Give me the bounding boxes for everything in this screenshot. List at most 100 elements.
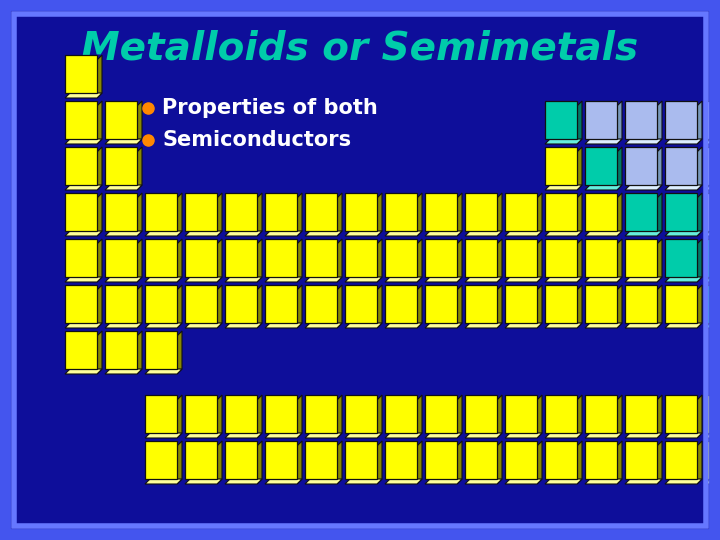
Bar bbox=[305, 285, 337, 323]
Text: Metalloids or Semimetals: Metalloids or Semimetals bbox=[81, 29, 639, 67]
Polygon shape bbox=[305, 433, 342, 438]
Bar bbox=[705, 395, 720, 433]
Polygon shape bbox=[585, 479, 622, 484]
Polygon shape bbox=[697, 441, 702, 484]
Polygon shape bbox=[257, 441, 262, 484]
Bar bbox=[105, 331, 137, 369]
Bar bbox=[665, 441, 697, 479]
Polygon shape bbox=[665, 479, 702, 484]
Bar bbox=[505, 441, 537, 479]
Polygon shape bbox=[497, 193, 502, 236]
Polygon shape bbox=[705, 479, 720, 484]
Bar bbox=[585, 395, 617, 433]
Polygon shape bbox=[425, 433, 462, 438]
Bar bbox=[505, 285, 537, 323]
Polygon shape bbox=[657, 441, 662, 484]
Polygon shape bbox=[537, 239, 542, 282]
Polygon shape bbox=[497, 285, 502, 328]
Polygon shape bbox=[145, 277, 182, 282]
Polygon shape bbox=[97, 193, 102, 236]
Polygon shape bbox=[297, 395, 302, 438]
Polygon shape bbox=[345, 433, 382, 438]
Polygon shape bbox=[217, 395, 222, 438]
Bar bbox=[665, 193, 697, 231]
Bar bbox=[345, 239, 377, 277]
Bar bbox=[305, 441, 337, 479]
Polygon shape bbox=[105, 231, 142, 236]
Polygon shape bbox=[385, 323, 422, 328]
Bar bbox=[305, 395, 337, 433]
Polygon shape bbox=[225, 323, 262, 328]
Polygon shape bbox=[305, 479, 342, 484]
Polygon shape bbox=[625, 185, 662, 190]
Polygon shape bbox=[145, 323, 182, 328]
Polygon shape bbox=[217, 441, 222, 484]
Polygon shape bbox=[377, 239, 382, 282]
Polygon shape bbox=[65, 185, 102, 190]
Bar bbox=[465, 441, 497, 479]
Polygon shape bbox=[385, 479, 422, 484]
Bar bbox=[145, 193, 177, 231]
Polygon shape bbox=[97, 147, 102, 190]
Polygon shape bbox=[177, 239, 182, 282]
Bar bbox=[425, 193, 457, 231]
Polygon shape bbox=[417, 441, 422, 484]
Polygon shape bbox=[137, 239, 142, 282]
Polygon shape bbox=[145, 433, 182, 438]
Polygon shape bbox=[297, 285, 302, 328]
Polygon shape bbox=[417, 193, 422, 236]
Bar bbox=[505, 239, 537, 277]
Bar bbox=[385, 239, 417, 277]
Bar bbox=[185, 239, 217, 277]
Polygon shape bbox=[265, 231, 302, 236]
Bar bbox=[185, 395, 217, 433]
Bar bbox=[505, 395, 537, 433]
Polygon shape bbox=[545, 139, 582, 144]
Bar bbox=[625, 101, 657, 139]
Polygon shape bbox=[665, 231, 702, 236]
Bar bbox=[305, 239, 337, 277]
Polygon shape bbox=[465, 231, 502, 236]
Polygon shape bbox=[625, 277, 662, 282]
Polygon shape bbox=[705, 231, 720, 236]
Bar bbox=[225, 441, 257, 479]
Polygon shape bbox=[457, 395, 462, 438]
Bar bbox=[545, 239, 577, 277]
Polygon shape bbox=[417, 395, 422, 438]
Bar bbox=[225, 395, 257, 433]
Polygon shape bbox=[185, 323, 222, 328]
Bar bbox=[345, 441, 377, 479]
Polygon shape bbox=[257, 239, 262, 282]
Polygon shape bbox=[305, 277, 342, 282]
Bar bbox=[305, 193, 337, 231]
Bar bbox=[145, 285, 177, 323]
Bar bbox=[545, 441, 577, 479]
Polygon shape bbox=[345, 479, 382, 484]
Bar bbox=[585, 441, 617, 479]
Polygon shape bbox=[625, 231, 662, 236]
Polygon shape bbox=[217, 239, 222, 282]
Bar bbox=[705, 441, 720, 479]
Polygon shape bbox=[657, 147, 662, 190]
Polygon shape bbox=[665, 185, 702, 190]
Polygon shape bbox=[105, 323, 142, 328]
Polygon shape bbox=[337, 285, 342, 328]
Polygon shape bbox=[185, 433, 222, 438]
Polygon shape bbox=[265, 433, 302, 438]
Bar bbox=[545, 101, 577, 139]
Polygon shape bbox=[505, 277, 542, 282]
Polygon shape bbox=[385, 277, 422, 282]
Polygon shape bbox=[377, 395, 382, 438]
Bar bbox=[345, 193, 377, 231]
Polygon shape bbox=[217, 193, 222, 236]
Polygon shape bbox=[625, 433, 662, 438]
Polygon shape bbox=[217, 285, 222, 328]
Polygon shape bbox=[497, 395, 502, 438]
Bar bbox=[65, 285, 97, 323]
Bar bbox=[665, 101, 697, 139]
Polygon shape bbox=[385, 231, 422, 236]
Bar bbox=[385, 193, 417, 231]
Bar bbox=[465, 285, 497, 323]
Polygon shape bbox=[425, 277, 462, 282]
Polygon shape bbox=[617, 285, 622, 328]
